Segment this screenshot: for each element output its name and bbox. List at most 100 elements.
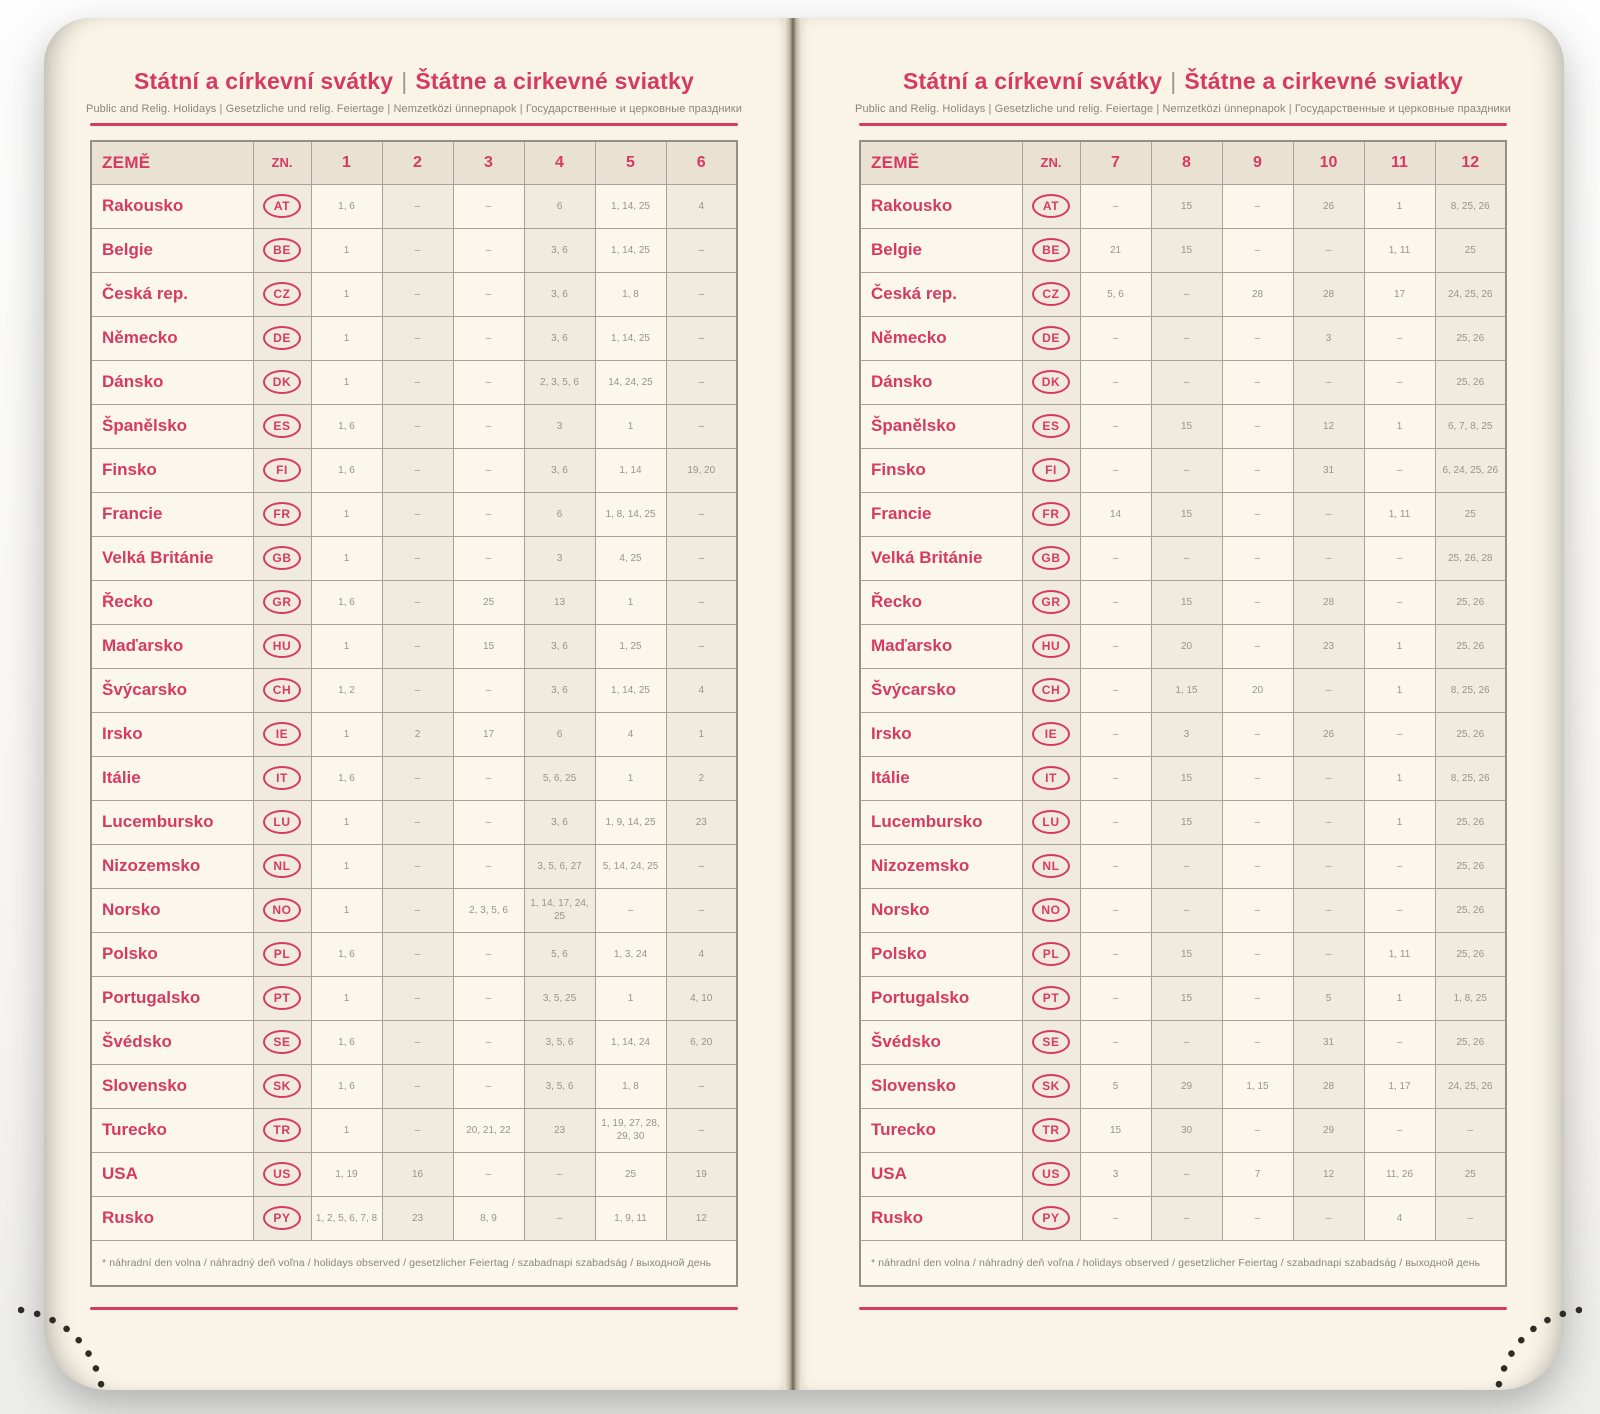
country-cell: Švýcarsko <box>859 667 1023 713</box>
table-row: Belgie BE 21 15– –1, 11 25 <box>859 227 1507 273</box>
holiday-cell: – <box>665 403 738 449</box>
holiday-cell: – <box>1363 535 1436 581</box>
holiday-cell: – <box>381 579 454 625</box>
holiday-cell: – <box>1079 359 1152 405</box>
holiday-cell: – <box>452 1151 525 1197</box>
code-cell: IE <box>252 711 312 757</box>
holiday-cell: 1, 6 <box>310 183 383 229</box>
holiday-cell: 25 <box>1434 491 1507 537</box>
holiday-cell: – <box>381 799 454 845</box>
holiday-cell: – <box>1079 183 1152 229</box>
holiday-cell: 3 <box>1079 1151 1152 1197</box>
holiday-cell: 1, 6 <box>310 403 383 449</box>
holiday-cell: 1, 15 <box>1221 1063 1294 1109</box>
holiday-cell: 1 <box>1363 183 1436 229</box>
country-code-badge: CZ <box>263 282 301 306</box>
holiday-cell: 3, 6 <box>523 799 596 845</box>
col-header-country: ZEMĚ <box>90 140 254 185</box>
country-cell: Rusko <box>859 1195 1023 1241</box>
code-cell: CZ <box>1021 271 1081 317</box>
holiday-cell: 1, 14, 25 <box>594 667 667 713</box>
country-code-badge: ES <box>263 414 301 438</box>
holiday-cell: 1 <box>310 227 383 273</box>
holiday-cell: – <box>1292 667 1365 713</box>
page-left-header: Státní a církevní svátky | Štátne a cirkev… <box>44 18 784 126</box>
col-header-code: ZN. <box>1021 140 1081 185</box>
holiday-cell: 1, 25 <box>594 623 667 669</box>
holiday-cell: – <box>452 975 525 1021</box>
holiday-cell: – <box>1292 491 1365 537</box>
code-cell: HU <box>1021 623 1081 669</box>
holiday-cell: – <box>452 1019 525 1065</box>
holiday-cell: 1, 17 <box>1363 1063 1436 1109</box>
holiday-cell: 1 <box>310 711 383 757</box>
code-cell: SE <box>252 1019 312 1065</box>
country-code-badge: GR <box>1032 590 1070 614</box>
holiday-cell: – <box>665 1063 738 1109</box>
code-cell: SE <box>1021 1019 1081 1065</box>
holiday-cell: 25, 26 <box>1434 931 1507 977</box>
country-code-badge: FI <box>263 458 301 482</box>
holiday-cell: 2 <box>665 755 738 801</box>
holiday-cell: – <box>1292 535 1365 581</box>
holiday-cell: 25, 26 <box>1434 359 1507 405</box>
holiday-cell: – <box>1221 843 1294 889</box>
holiday-cell: – <box>1292 843 1365 889</box>
code-cell: CH <box>1021 667 1081 713</box>
table-row: Švýcarsko CH 1, 2– –3, 6 1, 14, 25 4 <box>90 667 738 713</box>
holiday-cell: – <box>1363 711 1436 757</box>
holiday-cell: – <box>381 403 454 449</box>
holiday-cell: – <box>1221 535 1294 581</box>
country-code-badge: DE <box>263 326 301 350</box>
country-cell: Portugalsko <box>90 975 254 1021</box>
country-code-badge: BE <box>263 238 301 262</box>
holiday-cell: – <box>1363 1107 1436 1153</box>
table-header-row: ZEMĚ ZN. 7 8 9 10 11 12 <box>859 140 1507 185</box>
table-row: Rusko PY 1, 2, 5, 6, 7, 8 23 8, 9–1, 9, 11 12 <box>90 1195 738 1241</box>
holiday-cell: 3, 6 <box>523 315 596 361</box>
col-header-month: 7 <box>1079 140 1152 185</box>
country-code-badge: US <box>1032 1162 1070 1186</box>
holiday-cell: 23 <box>665 799 738 845</box>
holiday-cell: 12 <box>1292 403 1365 449</box>
country-code-badge: ES <box>1032 414 1070 438</box>
country-code-badge: CZ <box>1032 282 1070 306</box>
holiday-cell: – <box>1221 1107 1294 1153</box>
country-code-badge: SK <box>263 1074 301 1098</box>
holiday-cell: – <box>1079 535 1152 581</box>
holiday-cell: – <box>452 755 525 801</box>
holiday-cell: 3, 6 <box>523 447 596 493</box>
holiday-cell: 1, 8 <box>594 1063 667 1109</box>
holiday-cell: 1, 2 <box>310 667 383 713</box>
country-cell: Slovensko <box>90 1063 254 1109</box>
holiday-cell: 23 <box>381 1195 454 1241</box>
holiday-cell: – <box>1150 1151 1223 1197</box>
country-code-badge: NO <box>263 898 301 922</box>
country-code-badge: NL <box>1032 854 1070 878</box>
holiday-cell: – <box>452 271 525 317</box>
holiday-cell: – <box>1292 1195 1365 1241</box>
holiday-cell: – <box>452 447 525 493</box>
table-row: Finsko FI 1, 6– –3, 6 1, 14 19, 20 <box>90 447 738 493</box>
country-cell: Řecko <box>90 579 254 625</box>
holiday-cell: 31 <box>1292 1019 1365 1065</box>
country-code-badge: TR <box>1032 1118 1070 1142</box>
holiday-cell: 13 <box>523 579 596 625</box>
col-header-month: 2 <box>381 140 454 185</box>
code-cell: TR <box>252 1107 312 1153</box>
country-cell: Turecko <box>859 1107 1023 1153</box>
holiday-cell: – <box>381 623 454 669</box>
holiday-cell: 8, 25, 26 <box>1434 755 1507 801</box>
country-cell: Maďarsko <box>90 623 254 669</box>
code-cell: FR <box>1021 491 1081 537</box>
holiday-cell: 1, 6 <box>310 579 383 625</box>
holiday-cell: 1, 9, 11 <box>594 1195 667 1241</box>
holiday-cell: 15 <box>452 623 525 669</box>
holiday-cell: 1 <box>310 1107 383 1153</box>
holiday-cell: – <box>665 491 738 537</box>
holiday-cell: 15 <box>1150 491 1223 537</box>
col-header-month: 4 <box>523 140 596 185</box>
holiday-cell: – <box>381 1107 454 1153</box>
holiday-cell: 1, 6 <box>310 1063 383 1109</box>
